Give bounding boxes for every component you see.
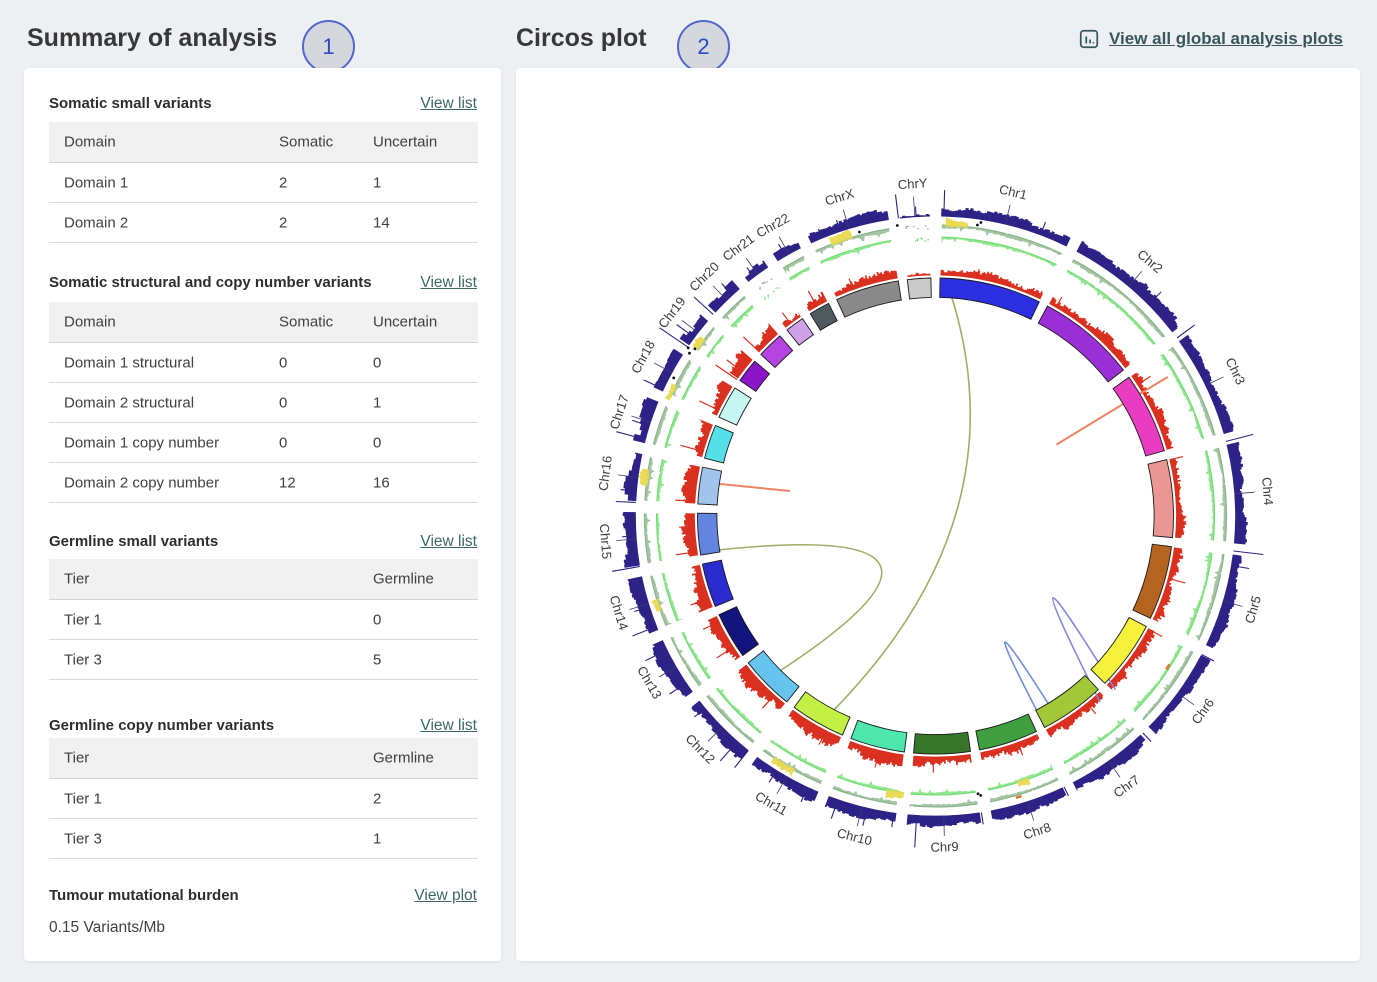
svg-text:Chr17: Chr17 [606, 393, 631, 431]
svg-text:Chr10: Chr10 [836, 825, 874, 848]
svg-text:Chr5: Chr5 [1242, 594, 1264, 625]
svg-text:Chr4: Chr4 [1259, 477, 1276, 506]
svg-text:ChrX: ChrX [823, 186, 856, 209]
svg-text:Chr13: Chr13 [634, 663, 665, 701]
svg-text:Chr19: Chr19 [655, 294, 689, 331]
svg-text:Chr6: Chr6 [1188, 695, 1217, 727]
svg-text:Chr3: Chr3 [1223, 355, 1249, 387]
svg-text:Chr16: Chr16 [595, 455, 614, 492]
svg-text:Chr21: Chr21 [720, 231, 757, 264]
svg-text:ChrY: ChrY [897, 175, 928, 192]
svg-text:Chr11: Chr11 [753, 788, 790, 818]
svg-text:Chr18: Chr18 [628, 338, 658, 376]
svg-text:Chr20: Chr20 [686, 259, 722, 294]
svg-text:Chr15: Chr15 [597, 523, 615, 559]
svg-text:Chr7: Chr7 [1111, 772, 1143, 801]
svg-text:Chr9: Chr9 [930, 839, 959, 855]
svg-text:Chr14: Chr14 [607, 594, 632, 632]
svg-text:Chr2: Chr2 [1134, 246, 1165, 276]
svg-text:Chr8: Chr8 [1021, 820, 1052, 843]
svg-text:Chr1: Chr1 [998, 181, 1029, 202]
svg-text:Chr22: Chr22 [754, 210, 792, 240]
